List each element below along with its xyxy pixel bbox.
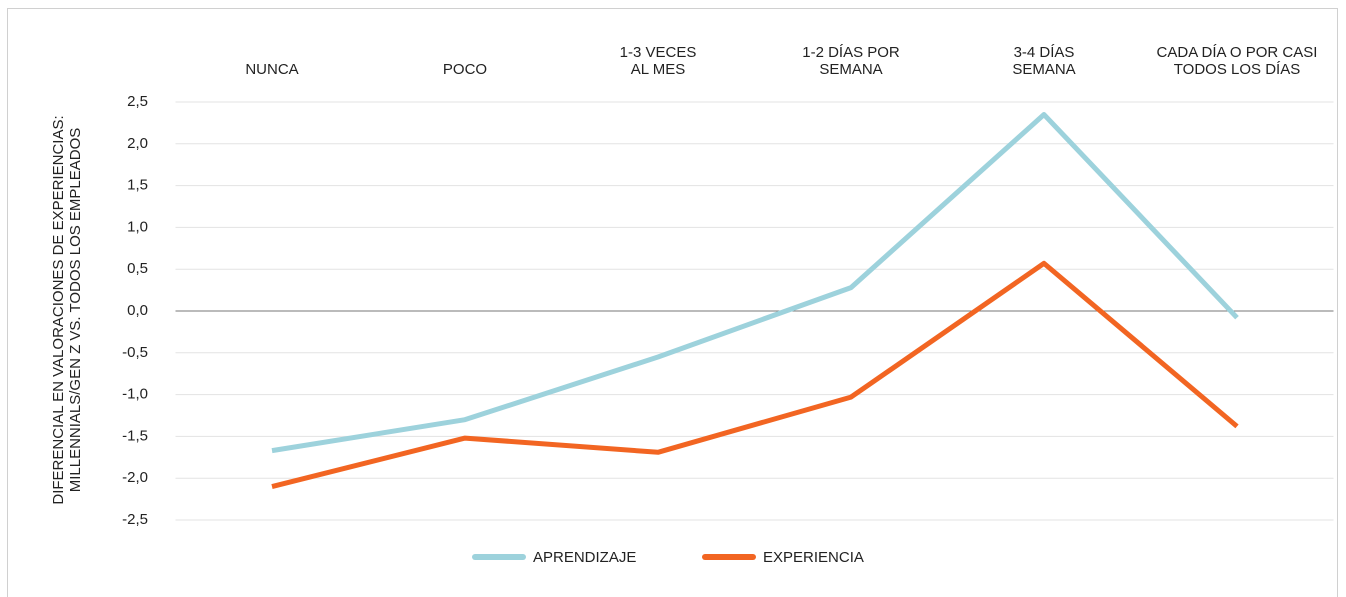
y-tick-label: 2,0: [127, 135, 148, 152]
y-tick-label: -2,5: [122, 511, 148, 528]
x-tick-label: POCO: [442, 61, 488, 78]
x-tick-label: CADA DÍA O POR CASI TODOS LOS DÍAS: [1156, 44, 1318, 78]
y-tick-label: -1,5: [122, 427, 148, 444]
y-tick-label: -2,0: [122, 469, 148, 486]
line-series: [271, 112, 1239, 454]
x-tick-label: NUNCA: [245, 61, 299, 78]
x-tick-label: 1-3 VECES AL MES: [619, 44, 697, 78]
y-axis-label: DIFERENCIAL EN VALORACIONES DE EXPERIENC…: [50, 115, 84, 505]
y-tick-label: -0,5: [122, 344, 148, 361]
legend-label: EXPERIENCIA: [763, 549, 864, 566]
y-tick-label: 1,0: [127, 218, 148, 235]
x-tick-label: 3-4 DÍAS SEMANA: [1012, 44, 1076, 78]
y-tick-label: -1,0: [122, 386, 148, 403]
y-tick-label: 2,5: [127, 93, 148, 110]
y-tick-label: 0,0: [127, 302, 148, 319]
x-tick-label: 1-2 DÍAS POR SEMANA: [802, 44, 900, 78]
line-series: [271, 260, 1239, 489]
legend-label: APRENDIZAJE: [533, 549, 636, 566]
y-tick-label: 0,5: [127, 260, 148, 277]
y-tick-label: 1,5: [127, 177, 148, 194]
frame: [7, 8, 1338, 597]
